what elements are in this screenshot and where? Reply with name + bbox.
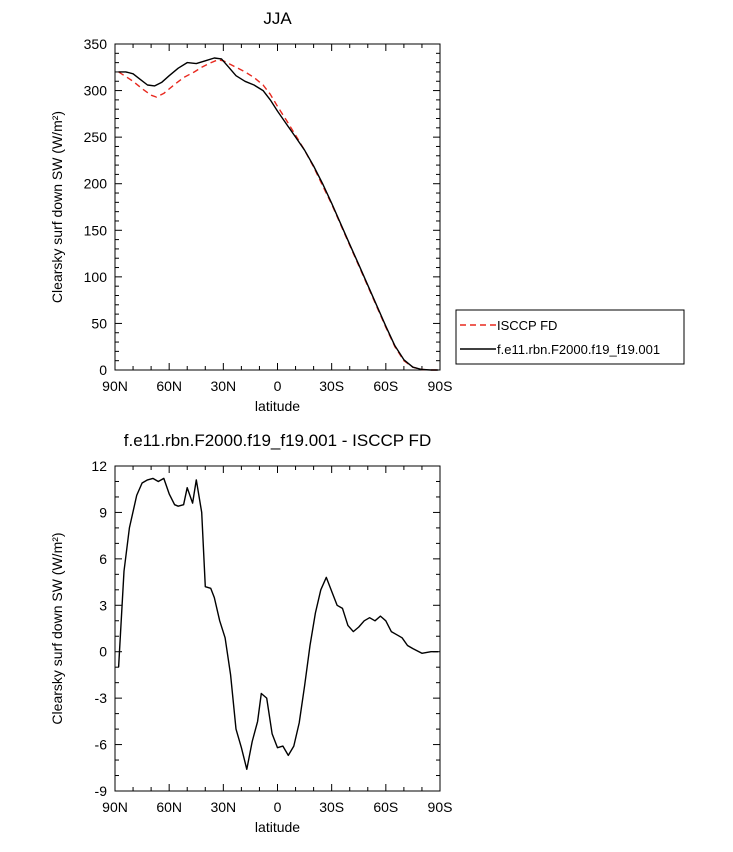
x-tick-label: 60N bbox=[156, 799, 182, 815]
x-axis-title: latitude bbox=[255, 819, 300, 835]
x-axis-title: latitude bbox=[255, 398, 300, 414]
chart-panel-1: 90N 60N 30N 0 30S 60S 90S 0 50 100 150 200 250 300 350… bbox=[49, 9, 685, 414]
legend-box bbox=[455, 309, 685, 365]
y-tick-label: 200 bbox=[84, 176, 108, 192]
y-tick-label: -6 bbox=[95, 737, 108, 753]
x-tick-label: 90S bbox=[428, 799, 453, 815]
series-line-2 bbox=[118, 57, 439, 371]
y-tick-label: -3 bbox=[95, 690, 108, 706]
x-tick-label: 0 bbox=[274, 799, 282, 815]
chart-panel-2: 90N 60N 30N 0 30S 60S 90S -9 -6 -3 0 3 6 9 12 f.e11.rbn… bbox=[49, 431, 452, 835]
legend-label-2: f.e11.rbn.F2000.f19_f19.001 bbox=[497, 342, 660, 357]
x-tick-label: 0 bbox=[274, 378, 282, 394]
series-line-1 bbox=[118, 59, 439, 371]
y-tick-label: 350 bbox=[84, 36, 108, 52]
chart-title: JJA bbox=[263, 9, 292, 28]
x-tick-label: 30N bbox=[210, 799, 236, 815]
y-tick-label: 9 bbox=[99, 504, 107, 520]
y-tick-label: 0 bbox=[99, 362, 107, 378]
y-tick-label: -9 bbox=[95, 783, 108, 799]
y-tick-label: 12 bbox=[91, 458, 107, 474]
series-line-1 bbox=[117, 477, 439, 770]
x-tick-label: 60S bbox=[373, 799, 398, 815]
x-tick-label: 30S bbox=[319, 799, 344, 815]
y-tick-label: 250 bbox=[84, 129, 108, 145]
y-tick-label: 300 bbox=[84, 83, 108, 99]
legend-label-1: ISCCP FD bbox=[497, 318, 557, 333]
y-tick-label: 100 bbox=[84, 269, 108, 285]
y-tick-label: 150 bbox=[84, 222, 108, 238]
x-tick-label: 60S bbox=[373, 378, 398, 394]
plot-frame bbox=[114, 465, 441, 792]
y-tick-label: 0 bbox=[99, 644, 107, 660]
x-tick-label: 90S bbox=[428, 378, 453, 394]
y-tick-label: 3 bbox=[99, 597, 107, 613]
y-axis-title: Clearsky surf down SW (W/m²) bbox=[49, 111, 65, 303]
x-tick-label: 60N bbox=[156, 378, 182, 394]
y-tick-label: 50 bbox=[91, 315, 107, 331]
legend: ISCCP FD f.e11.rbn.F2000.f19_f19.001 bbox=[455, 309, 685, 365]
x-tick-label: 90N bbox=[102, 799, 128, 815]
y-tick-label: 6 bbox=[99, 551, 107, 567]
x-tick-label: 90N bbox=[102, 378, 128, 394]
x-tick-label: 30S bbox=[319, 378, 344, 394]
chart-title: f.e11.rbn.F2000.f19_f19.001 - ISCCP FD bbox=[124, 431, 431, 450]
y-axis-title: Clearsky surf down SW (W/m²) bbox=[49, 532, 65, 724]
x-tick-label: 30N bbox=[210, 378, 236, 394]
